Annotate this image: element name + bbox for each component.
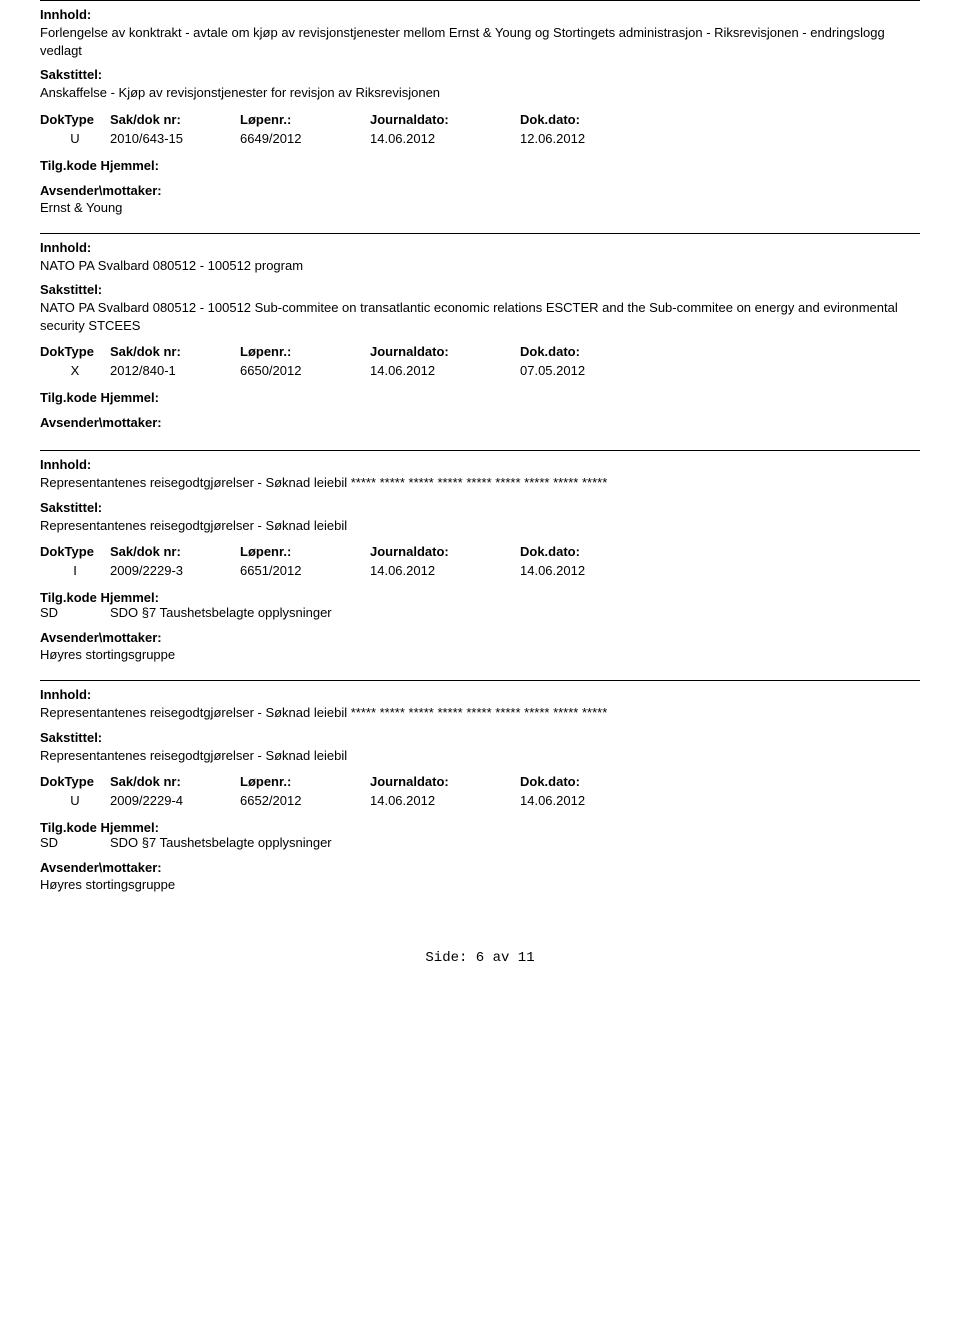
journaldato-value: 14.06.2012 <box>370 791 520 810</box>
doktype-label: DokType <box>40 772 110 791</box>
hjemmel-row: SD SDO §7 Taushetsbelagte opplysninger <box>40 605 920 620</box>
lopenr-value: 6652/2012 <box>240 791 370 810</box>
innhold-label: Innhold: <box>40 457 920 472</box>
avsender-label: Avsender\mottaker: <box>40 630 920 645</box>
journaldato-label: Journaldato: <box>370 342 520 361</box>
avsender-value: Ernst & Young <box>40 200 920 215</box>
innhold-value: Representantenes reisegodtgjørelser - Sø… <box>40 474 920 492</box>
lopenr-label: Løpenr.: <box>240 542 370 561</box>
innhold-label: Innhold: <box>40 687 920 702</box>
dokdato-label: Dok.dato: <box>520 110 920 129</box>
dokdato-label: Dok.dato: <box>520 342 920 361</box>
tilgkode-label: Tilg.kode <box>40 820 97 835</box>
hjemmel-label: Hjemmel: <box>100 158 159 173</box>
doktype-label: DokType <box>40 542 110 561</box>
sakdoknr-value: 2009/2229-3 <box>110 561 240 580</box>
meta-table: DokType Sak/dok nr: Løpenr.: Journaldato… <box>40 542 920 580</box>
journaldato-value: 14.06.2012 <box>370 129 520 148</box>
lopenr-label: Løpenr.: <box>240 110 370 129</box>
dokdato-label: Dok.dato: <box>520 542 920 561</box>
meta-table: DokType Sak/dok nr: Løpenr.: Journaldato… <box>40 110 920 148</box>
avsender-value: Høyres stortingsgruppe <box>40 877 920 892</box>
avsender-label: Avsender\mottaker: <box>40 860 920 875</box>
lopenr-label: Løpenr.: <box>240 342 370 361</box>
sakstittel-label: Sakstittel: <box>40 500 920 515</box>
lopenr-value: 6651/2012 <box>240 561 370 580</box>
sakdoknr-value: 2010/643-15 <box>110 129 240 148</box>
sakdoknr-label: Sak/dok nr: <box>110 542 240 561</box>
journal-entry: Innhold: Representantenes reisegodtgjøre… <box>40 450 920 680</box>
journaldato-value: 14.06.2012 <box>370 361 520 380</box>
sakstittel-label: Sakstittel: <box>40 282 920 297</box>
innhold-value: Representantenes reisegodtgjørelser - Sø… <box>40 704 920 722</box>
sakstittel-value: Anskaffelse - Kjøp av revisjonstjenester… <box>40 84 920 102</box>
doktype-label: DokType <box>40 342 110 361</box>
sakdoknr-label: Sak/dok nr: <box>110 110 240 129</box>
tilgkode-row: Tilg.kode Hjemmel: <box>40 820 920 835</box>
journal-entry: Innhold: NATO PA Svalbard 080512 - 10051… <box>40 233 920 451</box>
hjemmel-text: SDO §7 Taushetsbelagte opplysninger <box>110 605 332 620</box>
dokdato-value: 07.05.2012 <box>520 361 920 380</box>
avsender-label: Avsender\mottaker: <box>40 415 920 430</box>
hjemmel-label: Hjemmel: <box>100 820 159 835</box>
sakdoknr-label: Sak/dok nr: <box>110 772 240 791</box>
lopenr-value: 6649/2012 <box>240 129 370 148</box>
innhold-label: Innhold: <box>40 240 920 255</box>
sakdoknr-label: Sak/dok nr: <box>110 342 240 361</box>
lopenr-value: 6650/2012 <box>240 361 370 380</box>
doktype-label: DokType <box>40 110 110 129</box>
journaldato-value: 14.06.2012 <box>370 561 520 580</box>
hjemmel-label: Hjemmel: <box>100 390 159 405</box>
sakstittel-label: Sakstittel: <box>40 730 920 745</box>
journal-entry: Innhold: Forlengelse av konktrakt - avta… <box>40 0 920 233</box>
avsender-value: Høyres stortingsgruppe <box>40 647 920 662</box>
dokdato-value: 14.06.2012 <box>520 791 920 810</box>
lopenr-label: Løpenr.: <box>240 772 370 791</box>
sakdoknr-value: 2012/840-1 <box>110 361 240 380</box>
innhold-value: Forlengelse av konktrakt - avtale om kjø… <box>40 24 920 59</box>
hjemmel-code: SD <box>40 835 110 850</box>
dokdato-value: 14.06.2012 <box>520 561 920 580</box>
journaldato-label: Journaldato: <box>370 542 520 561</box>
hjemmel-code: SD <box>40 605 110 620</box>
tilgkode-label: Tilg.kode <box>40 590 97 605</box>
tilgkode-row: Tilg.kode Hjemmel: <box>40 590 920 605</box>
journal-entry: Innhold: Representantenes reisegodtgjøre… <box>40 680 920 910</box>
tilgkode-label: Tilg.kode <box>40 158 97 173</box>
journaldato-label: Journaldato: <box>370 772 520 791</box>
sakstittel-value: Representantenes reisegodtgjørelser - Sø… <box>40 747 920 765</box>
doktype-value: U <box>40 791 110 810</box>
doktype-value: I <box>40 561 110 580</box>
doktype-value: U <box>40 129 110 148</box>
doktype-value: X <box>40 361 110 380</box>
tilgkode-row: Tilg.kode Hjemmel: <box>40 158 920 173</box>
hjemmel-row: SD SDO §7 Taushetsbelagte opplysninger <box>40 835 920 850</box>
sakdoknr-value: 2009/2229-4 <box>110 791 240 810</box>
sakstittel-label: Sakstittel: <box>40 67 920 82</box>
hjemmel-text: SDO §7 Taushetsbelagte opplysninger <box>110 835 332 850</box>
tilgkode-label: Tilg.kode <box>40 390 97 405</box>
sakstittel-value: NATO PA Svalbard 080512 - 100512 Sub-com… <box>40 299 920 334</box>
hjemmel-label: Hjemmel: <box>100 590 159 605</box>
innhold-label: Innhold: <box>40 7 920 22</box>
avsender-label: Avsender\mottaker: <box>40 183 920 198</box>
meta-table: DokType Sak/dok nr: Løpenr.: Journaldato… <box>40 342 920 380</box>
sakstittel-value: Representantenes reisegodtgjørelser - Sø… <box>40 517 920 535</box>
page: Innhold: Forlengelse av konktrakt - avta… <box>0 0 960 1334</box>
dokdato-label: Dok.dato: <box>520 772 920 791</box>
meta-table: DokType Sak/dok nr: Løpenr.: Journaldato… <box>40 772 920 810</box>
page-footer: Side: 6 av 11 <box>40 910 920 986</box>
innhold-value: NATO PA Svalbard 080512 - 100512 program <box>40 257 920 275</box>
dokdato-value: 12.06.2012 <box>520 129 920 148</box>
journaldato-label: Journaldato: <box>370 110 520 129</box>
tilgkode-row: Tilg.kode Hjemmel: <box>40 390 920 405</box>
